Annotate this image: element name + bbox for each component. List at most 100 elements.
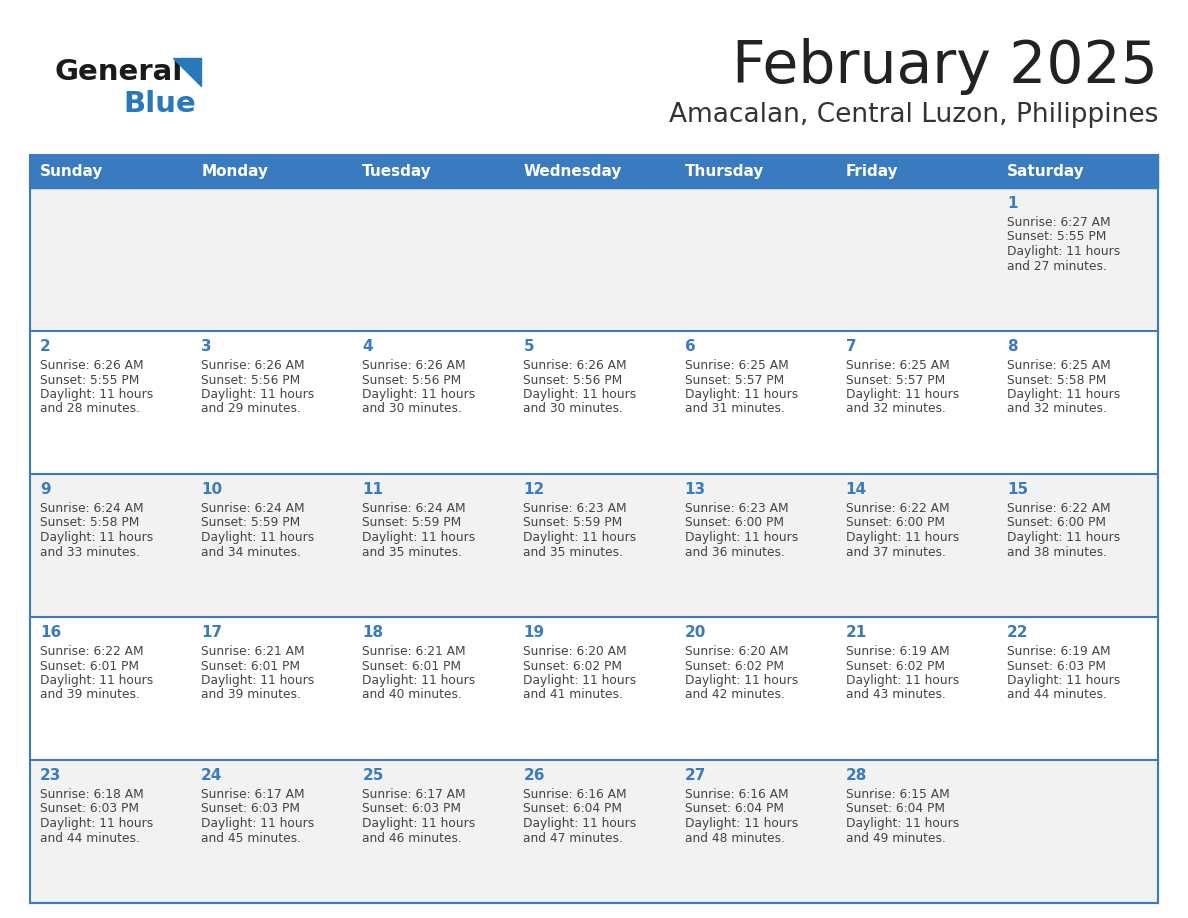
Text: and 30 minutes.: and 30 minutes. [362, 402, 462, 416]
Text: Sunset: 5:56 PM: Sunset: 5:56 PM [524, 374, 623, 386]
Text: and 35 minutes.: and 35 minutes. [362, 545, 462, 558]
Text: and 48 minutes.: and 48 minutes. [684, 832, 784, 845]
Text: Sunrise: 6:21 AM: Sunrise: 6:21 AM [362, 645, 466, 658]
Text: and 41 minutes.: and 41 minutes. [524, 688, 624, 701]
Text: Sunrise: 6:17 AM: Sunrise: 6:17 AM [201, 788, 305, 801]
Text: Sunset: 6:00 PM: Sunset: 6:00 PM [846, 517, 944, 530]
Text: 3: 3 [201, 339, 211, 354]
Text: Sunrise: 6:16 AM: Sunrise: 6:16 AM [524, 788, 627, 801]
Text: Sunset: 6:04 PM: Sunset: 6:04 PM [846, 802, 944, 815]
Text: Sunrise: 6:24 AM: Sunrise: 6:24 AM [201, 502, 305, 515]
Text: Sunset: 5:58 PM: Sunset: 5:58 PM [1007, 374, 1106, 386]
Bar [30, 760, 1158, 903]
Text: 2: 2 [40, 339, 51, 354]
Text: Sunset: 6:02 PM: Sunset: 6:02 PM [524, 659, 623, 673]
Text: Sunrise: 6:18 AM: Sunrise: 6:18 AM [40, 788, 144, 801]
Text: Daylight: 11 hours: Daylight: 11 hours [201, 817, 315, 830]
Text: Daylight: 11 hours: Daylight: 11 hours [40, 674, 153, 687]
Text: Sunset: 5:56 PM: Sunset: 5:56 PM [362, 374, 461, 386]
Text: 5: 5 [524, 339, 535, 354]
Text: and 29 minutes.: and 29 minutes. [201, 402, 301, 416]
Text: General: General [55, 58, 183, 86]
Text: Friday: Friday [846, 164, 898, 179]
Text: Daylight: 11 hours: Daylight: 11 hours [362, 817, 475, 830]
Text: Sunset: 6:04 PM: Sunset: 6:04 PM [524, 802, 623, 815]
Text: and 40 minutes.: and 40 minutes. [362, 688, 462, 701]
Text: 28: 28 [846, 768, 867, 783]
Text: Sunset: 6:03 PM: Sunset: 6:03 PM [40, 802, 139, 815]
Text: 22: 22 [1007, 625, 1029, 640]
Text: Daylight: 11 hours: Daylight: 11 hours [846, 674, 959, 687]
Text: Sunrise: 6:21 AM: Sunrise: 6:21 AM [201, 645, 305, 658]
Text: Daylight: 11 hours: Daylight: 11 hours [1007, 674, 1120, 687]
Text: Daylight: 11 hours: Daylight: 11 hours [40, 531, 153, 544]
Text: Sunrise: 6:26 AM: Sunrise: 6:26 AM [201, 359, 305, 372]
Text: Sunrise: 6:23 AM: Sunrise: 6:23 AM [524, 502, 627, 515]
Text: Thursday: Thursday [684, 164, 764, 179]
Text: and 28 minutes.: and 28 minutes. [40, 402, 140, 416]
Text: 10: 10 [201, 482, 222, 497]
Text: Sunrise: 6:15 AM: Sunrise: 6:15 AM [846, 788, 949, 801]
Text: 11: 11 [362, 482, 384, 497]
Text: Sunrise: 6:16 AM: Sunrise: 6:16 AM [684, 788, 788, 801]
Text: Sunset: 5:55 PM: Sunset: 5:55 PM [1007, 230, 1106, 243]
Text: Sunrise: 6:22 AM: Sunrise: 6:22 AM [40, 645, 144, 658]
Text: Sunset: 5:59 PM: Sunset: 5:59 PM [201, 517, 301, 530]
Text: Sunrise: 6:22 AM: Sunrise: 6:22 AM [1007, 502, 1111, 515]
Text: February 2025: February 2025 [732, 38, 1158, 95]
Text: Daylight: 11 hours: Daylight: 11 hours [201, 531, 315, 544]
Text: Daylight: 11 hours: Daylight: 11 hours [40, 817, 153, 830]
Text: Daylight: 11 hours: Daylight: 11 hours [524, 531, 637, 544]
Text: 7: 7 [846, 339, 857, 354]
Text: and 27 minutes.: and 27 minutes. [1007, 260, 1107, 273]
Text: Daylight: 11 hours: Daylight: 11 hours [684, 817, 798, 830]
Text: Sunrise: 6:19 AM: Sunrise: 6:19 AM [846, 645, 949, 658]
Bar [30, 617, 1158, 760]
Text: Daylight: 11 hours: Daylight: 11 hours [684, 388, 798, 401]
Text: and 32 minutes.: and 32 minutes. [1007, 402, 1107, 416]
Text: Sunrise: 6:27 AM: Sunrise: 6:27 AM [1007, 216, 1111, 229]
Text: Sunrise: 6:24 AM: Sunrise: 6:24 AM [362, 502, 466, 515]
Text: Daylight: 11 hours: Daylight: 11 hours [362, 388, 475, 401]
Text: Daylight: 11 hours: Daylight: 11 hours [684, 531, 798, 544]
Text: Sunset: 6:04 PM: Sunset: 6:04 PM [684, 802, 784, 815]
Text: Amacalan, Central Luzon, Philippines: Amacalan, Central Luzon, Philippines [669, 102, 1158, 128]
Text: Sunset: 6:03 PM: Sunset: 6:03 PM [1007, 659, 1106, 673]
Text: 19: 19 [524, 625, 544, 640]
Text: Sunset: 6:01 PM: Sunset: 6:01 PM [362, 659, 461, 673]
Bar [30, 155, 1158, 903]
Text: 6: 6 [684, 339, 695, 354]
Text: and 37 minutes.: and 37 minutes. [846, 545, 946, 558]
Text: 14: 14 [846, 482, 867, 497]
Text: Daylight: 11 hours: Daylight: 11 hours [846, 531, 959, 544]
Text: Daylight: 11 hours: Daylight: 11 hours [201, 388, 315, 401]
Text: and 39 minutes.: and 39 minutes. [40, 688, 140, 701]
Text: and 34 minutes.: and 34 minutes. [201, 545, 301, 558]
Text: Sunset: 5:57 PM: Sunset: 5:57 PM [846, 374, 944, 386]
Text: Sunrise: 6:26 AM: Sunrise: 6:26 AM [362, 359, 466, 372]
Text: and 32 minutes.: and 32 minutes. [846, 402, 946, 416]
Text: Sunrise: 6:25 AM: Sunrise: 6:25 AM [1007, 359, 1111, 372]
Text: and 36 minutes.: and 36 minutes. [684, 545, 784, 558]
Text: 26: 26 [524, 768, 545, 783]
Text: 18: 18 [362, 625, 384, 640]
Text: Daylight: 11 hours: Daylight: 11 hours [524, 388, 637, 401]
Text: 9: 9 [40, 482, 51, 497]
Text: Sunset: 6:01 PM: Sunset: 6:01 PM [40, 659, 139, 673]
Text: and 45 minutes.: and 45 minutes. [201, 832, 301, 845]
Text: Sunrise: 6:26 AM: Sunrise: 6:26 AM [40, 359, 144, 372]
Text: 21: 21 [846, 625, 867, 640]
Text: and 49 minutes.: and 49 minutes. [846, 832, 946, 845]
Text: and 35 minutes.: and 35 minutes. [524, 545, 624, 558]
Text: Daylight: 11 hours: Daylight: 11 hours [1007, 388, 1120, 401]
Text: Daylight: 11 hours: Daylight: 11 hours [40, 388, 153, 401]
Text: Sunrise: 6:25 AM: Sunrise: 6:25 AM [684, 359, 789, 372]
Text: Sunset: 6:03 PM: Sunset: 6:03 PM [362, 802, 461, 815]
Text: Sunset: 6:00 PM: Sunset: 6:00 PM [1007, 517, 1106, 530]
Text: Daylight: 11 hours: Daylight: 11 hours [201, 674, 315, 687]
Text: Sunrise: 6:19 AM: Sunrise: 6:19 AM [1007, 645, 1111, 658]
Text: Daylight: 11 hours: Daylight: 11 hours [684, 674, 798, 687]
Text: 17: 17 [201, 625, 222, 640]
Text: 13: 13 [684, 482, 706, 497]
Text: Sunrise: 6:24 AM: Sunrise: 6:24 AM [40, 502, 144, 515]
